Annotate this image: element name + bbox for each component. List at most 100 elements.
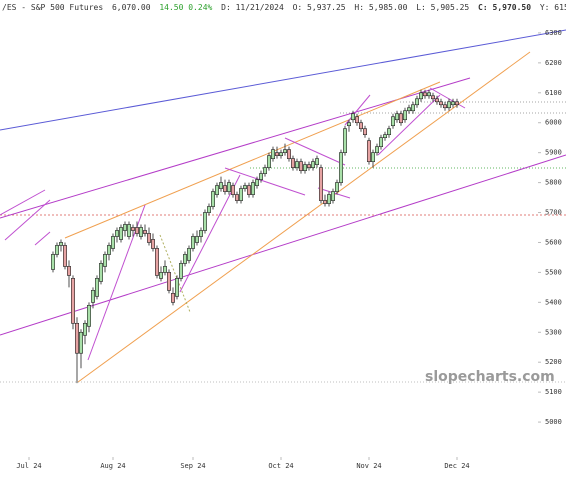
x-tick-label: Sep 24 [180, 462, 205, 470]
change: 14.50 0.24% [159, 3, 212, 12]
candle-body [131, 227, 136, 231]
candle-body [378, 137, 383, 147]
y-tick-label: 5000 [545, 418, 562, 426]
candle-body [330, 191, 335, 201]
candle-body [50, 254, 55, 270]
candle-body [175, 278, 180, 297]
candle-body [83, 322, 88, 336]
candle-body [123, 224, 128, 231]
candle-body [438, 101, 443, 106]
candle-body [159, 272, 164, 279]
header-line: /ES - S&P 500 Futures 6,070.00 14.50 0.2… [2, 3, 566, 12]
y-tick-label: 5200 [545, 358, 562, 366]
candle-body [298, 161, 303, 171]
candle-body [442, 104, 447, 109]
candle-body [99, 263, 104, 282]
trendline [4, 199, 51, 241]
candle-body [54, 245, 59, 255]
reference-lines [0, 101, 566, 383]
candle-body [258, 173, 263, 180]
candle-body [139, 227, 144, 237]
candle-body [231, 185, 236, 195]
candle-body [366, 140, 371, 162]
open: O: 5,937.25 [293, 3, 346, 12]
candle-body [219, 182, 224, 189]
candle-body [103, 254, 108, 267]
candle-body [75, 322, 80, 354]
candle-body [446, 101, 451, 109]
candle-body [394, 113, 399, 121]
y-tick-label: 6200 [545, 59, 562, 67]
candle-body [302, 164, 307, 171]
candle-body [147, 233, 152, 243]
candle-body [195, 236, 200, 243]
candle-body [207, 206, 212, 213]
candle-body [183, 254, 188, 264]
trendline [0, 29, 566, 131]
candle-body [115, 230, 120, 237]
trendline [0, 77, 471, 219]
candle-body [127, 224, 132, 237]
candle-body [374, 146, 379, 153]
trendline [64, 81, 441, 239]
candle-body [247, 185, 252, 195]
candle-body [326, 194, 331, 204]
candle-body [350, 113, 355, 121]
candle-body [143, 230, 148, 234]
candle-body [422, 92, 427, 97]
x-tick-label: Nov 24 [356, 462, 381, 470]
candle-body [290, 158, 295, 168]
y-tick-label: 5300 [545, 328, 562, 336]
candle-body [227, 182, 232, 192]
candle-body [155, 248, 160, 276]
candle-body [62, 245, 67, 267]
candle-body [251, 182, 256, 195]
x-tick-label: Oct 24 [268, 462, 293, 470]
candle-body [286, 149, 291, 159]
candle-body [135, 227, 140, 234]
candle-body [454, 101, 459, 106]
candle-body [282, 149, 287, 153]
y-value: Y: 6158.19 [540, 3, 566, 12]
candle-body [191, 236, 196, 249]
candle-body [294, 161, 299, 168]
candle-body [203, 212, 208, 231]
candle-body [211, 191, 216, 207]
candle-body [119, 227, 124, 240]
trendline [0, 189, 46, 216]
candle-body [215, 185, 220, 195]
candle-body [450, 101, 455, 106]
last-price: 6,070.00 [112, 3, 151, 12]
candle-body [386, 128, 391, 136]
candle-body [418, 92, 423, 100]
y-tick-label: 5400 [545, 298, 562, 306]
candle-body [318, 167, 323, 201]
candle-body [274, 152, 279, 156]
high: H: 5,985.00 [354, 3, 407, 12]
y-tick-label: 6300 [545, 29, 562, 37]
date: D: 11/21/2024 [221, 3, 284, 12]
candle-body [390, 116, 395, 127]
candle-body [414, 98, 419, 106]
close: C: 5,970.50 [478, 3, 531, 12]
trendline [429, 87, 466, 109]
candle-body [111, 236, 116, 249]
candle-body [87, 305, 92, 327]
candle-body [151, 239, 156, 249]
candle-body [167, 272, 172, 291]
candle-body [402, 110, 407, 121]
candle-body [434, 98, 439, 103]
trendline [284, 137, 346, 166]
trendline [77, 51, 531, 383]
candle-body [95, 278, 100, 297]
candle-body [79, 331, 84, 354]
candle-body [58, 242, 63, 246]
x-tick-label: Dec 24 [444, 462, 469, 470]
y-tick-label: 5600 [545, 238, 562, 246]
y-tick-label: 5100 [545, 388, 562, 396]
candle-body [171, 293, 176, 303]
candle-body [239, 188, 244, 201]
watermark: slopecharts.com [425, 369, 555, 385]
trendline [34, 231, 51, 246]
